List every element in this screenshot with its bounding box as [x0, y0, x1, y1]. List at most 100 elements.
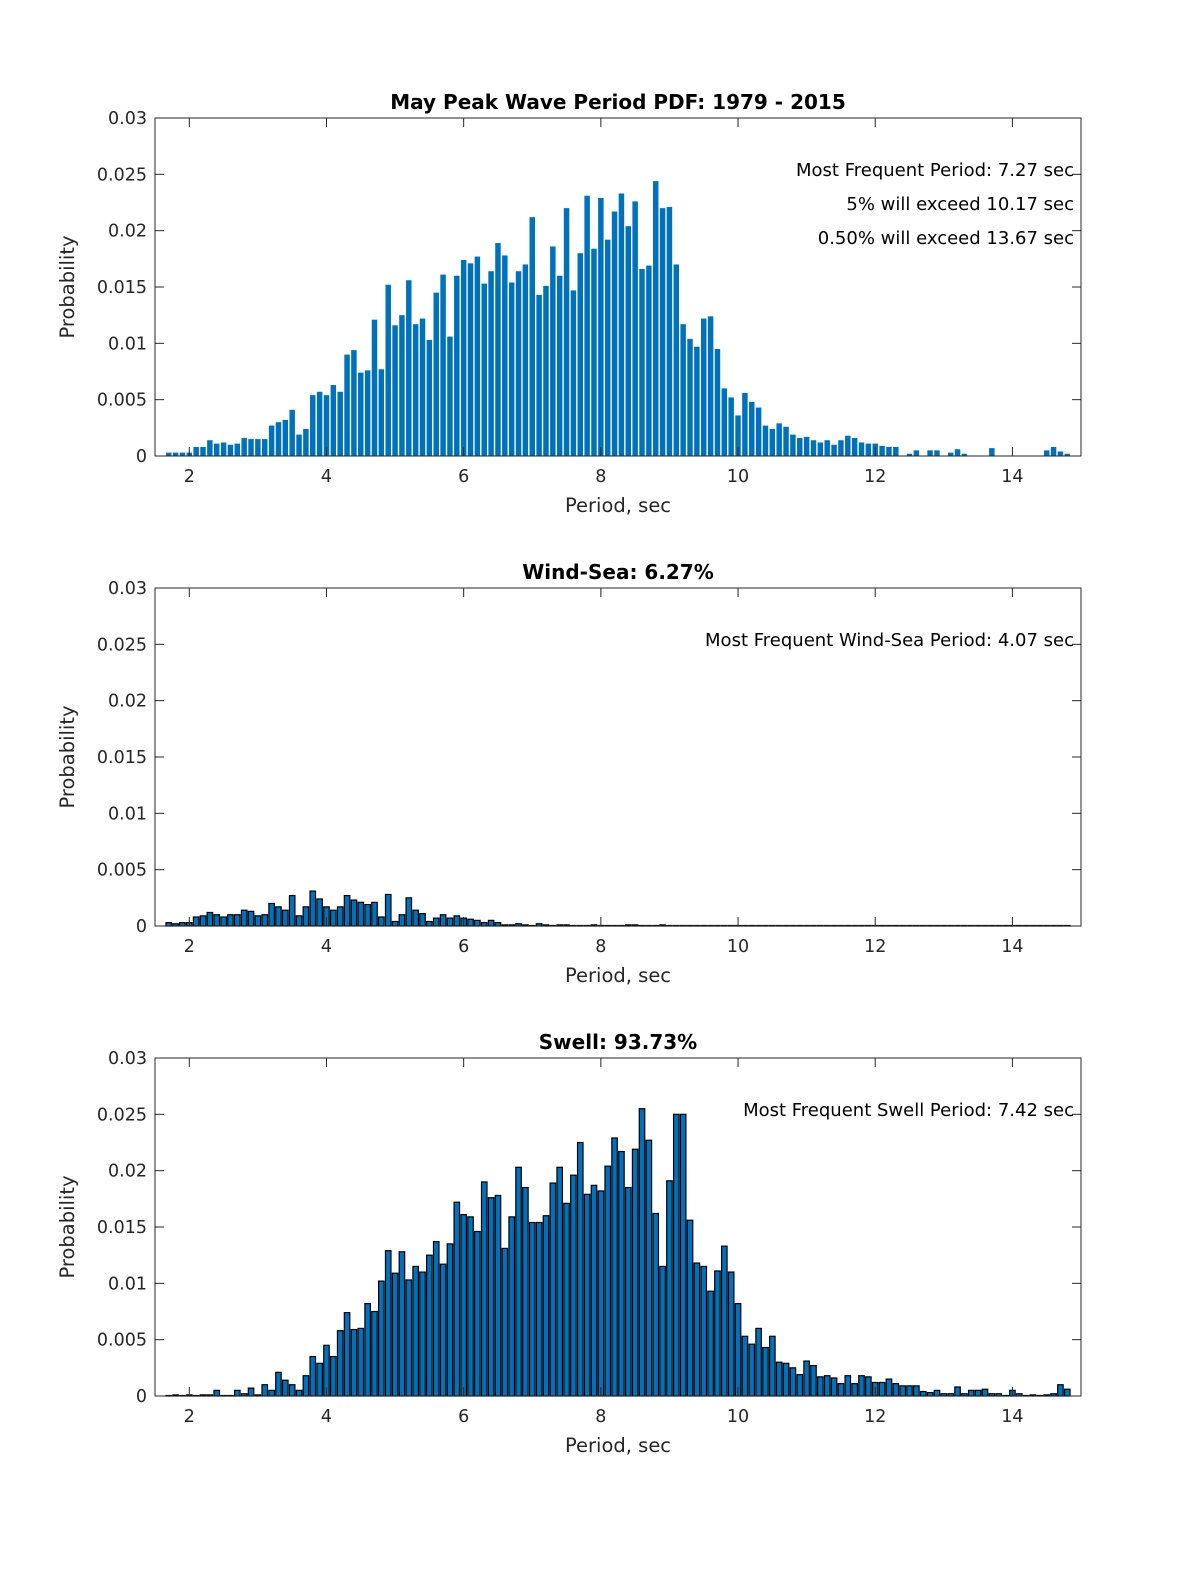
- bar: [398, 914, 406, 927]
- bar: [570, 1174, 577, 1397]
- bar: [309, 1355, 317, 1397]
- bar-group: [165, 181, 1071, 457]
- bar: [591, 248, 597, 456]
- bar: [371, 319, 378, 456]
- bar: [576, 1141, 584, 1397]
- bar: [234, 443, 241, 456]
- annotation-text: 5% will exceed 10.17 sec: [846, 194, 1074, 215]
- bar: [851, 1383, 858, 1397]
- bar: [329, 1355, 337, 1397]
- bar: [247, 1387, 255, 1397]
- x-axis-label: Period, sec: [565, 964, 671, 987]
- chart-panel-peak: May Peak Wave Period PDF: 1979 - 2015 Pe…: [56, 90, 1082, 517]
- bar: [261, 1384, 269, 1397]
- bar: [769, 428, 776, 456]
- bar: [742, 392, 748, 456]
- bar: [406, 280, 412, 456]
- bar: [261, 914, 269, 927]
- bar: [631, 1148, 639, 1397]
- bar: [837, 1383, 845, 1397]
- y-tick-label: 0.02: [108, 692, 147, 712]
- bar: [501, 1247, 509, 1397]
- y-axis-label: Probability: [56, 705, 79, 808]
- bar: [268, 425, 275, 456]
- bar: [323, 395, 330, 456]
- bar: [762, 425, 769, 456]
- x-tick-label: 10: [727, 1407, 749, 1427]
- bar: [385, 284, 391, 456]
- bar: [199, 915, 207, 927]
- bar: [165, 922, 173, 927]
- y-tick-label: 0.01: [108, 804, 147, 824]
- bar: [296, 434, 302, 456]
- bar: [432, 1241, 440, 1397]
- bar: [550, 246, 556, 456]
- x-tick-label: 6: [458, 937, 469, 957]
- bar: [487, 919, 495, 927]
- bar: [275, 906, 282, 927]
- bar: [933, 1389, 941, 1397]
- bar: [618, 193, 625, 456]
- x-tick-label: 4: [321, 937, 332, 957]
- y-tick-label: 0.025: [97, 1105, 147, 1125]
- y-tick-label: 0.03: [108, 579, 147, 599]
- bar: [645, 1139, 653, 1397]
- bar: [419, 1271, 426, 1397]
- bar: [838, 440, 844, 456]
- bar: [508, 282, 515, 456]
- bar: [316, 1362, 323, 1397]
- y-tick-label: 0: [136, 1387, 147, 1407]
- bar: [528, 1221, 536, 1397]
- bar: [384, 893, 392, 927]
- bar: [467, 1216, 474, 1397]
- bar: [412, 1265, 419, 1397]
- bar: [604, 239, 611, 456]
- bar: [646, 265, 652, 456]
- bar: [467, 918, 474, 927]
- bar: [768, 1335, 776, 1397]
- y-axis-label: Probability: [56, 1175, 79, 1278]
- y-tick-label: 0.025: [97, 165, 147, 185]
- bar: [350, 1328, 358, 1397]
- bar: [200, 446, 206, 456]
- bar: [474, 1230, 481, 1397]
- bar: [830, 1377, 838, 1397]
- bar: [446, 1243, 454, 1397]
- bar: [796, 1373, 804, 1397]
- bar: [707, 316, 714, 456]
- bar: [892, 1383, 900, 1397]
- bar: [679, 1113, 687, 1397]
- y-tick-label: 0.015: [97, 278, 147, 298]
- bar: [344, 354, 350, 456]
- bar: [480, 1181, 488, 1397]
- bar: [755, 1327, 762, 1397]
- bar: [878, 1381, 886, 1397]
- bar: [844, 1375, 852, 1397]
- bar: [303, 428, 309, 456]
- bar: [289, 409, 295, 456]
- bar: [817, 442, 824, 456]
- bar: [919, 1390, 927, 1397]
- bar: [302, 1375, 310, 1397]
- bar: [419, 318, 426, 456]
- x-tick-label: 10: [727, 467, 749, 487]
- bar: [494, 922, 502, 927]
- bar: [391, 920, 399, 927]
- y-tick-label: 0: [136, 917, 147, 937]
- bar: [268, 1389, 275, 1397]
- bar: [494, 1194, 502, 1397]
- y-axis-label: Probability: [56, 235, 79, 338]
- chart-panel-wind-sea: Wind-Sea: 6.27% Period, sec Probability …: [56, 560, 1082, 987]
- bar: [673, 264, 680, 456]
- bar: [720, 1245, 728, 1397]
- y-tick-label: 0.015: [97, 1218, 147, 1238]
- bar: [220, 442, 227, 456]
- bar: [460, 259, 467, 456]
- bar: [412, 909, 419, 927]
- x-tick-label: 4: [321, 467, 332, 487]
- bar: [947, 452, 954, 456]
- x-tick-label: 2: [184, 467, 195, 487]
- bar: [454, 275, 460, 456]
- bar: [255, 439, 261, 456]
- annotation-text: Most Frequent Wind-Sea Period: 4.07 sec: [705, 630, 1074, 651]
